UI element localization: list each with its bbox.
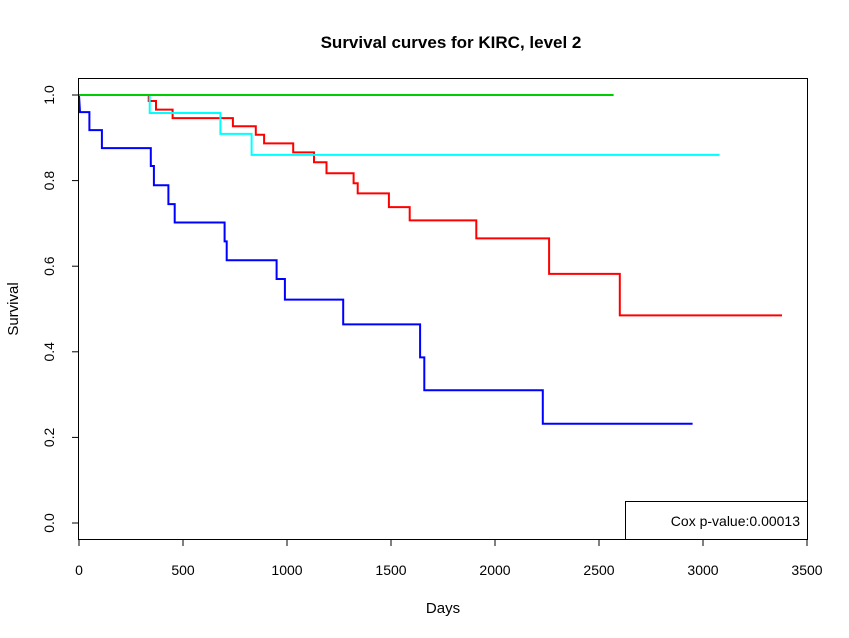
x-axis-label: Days: [426, 600, 460, 617]
survival-curve-1: [78, 94, 693, 425]
cox-p-value-label: Cox p-value:0.00013: [671, 513, 800, 529]
x-tick-label: 3500: [791, 562, 822, 578]
y-tick-label: 0.8: [41, 171, 57, 191]
legend-box: Cox p-value:0.00013: [625, 501, 808, 540]
x-tick-label: 2500: [583, 562, 614, 578]
series-layer: [78, 94, 782, 425]
y-tick-label: 0.0: [41, 513, 57, 533]
survival-curve-2: [79, 94, 782, 317]
y-axis-label: Survival: [5, 282, 22, 335]
survival-curve-3: [79, 94, 720, 156]
x-tick-label: 0: [75, 562, 83, 578]
x-tick-label: 500: [171, 562, 195, 578]
y-axis: 0.0 0.2 0.4 0.6 0.8 1.0: [41, 85, 79, 533]
y-tick-label: 1.0: [41, 85, 57, 105]
y-tick-label: 0.6: [41, 256, 57, 276]
x-tick-label: 1500: [375, 562, 406, 578]
x-tick-label: 1000: [271, 562, 302, 578]
y-tick-label: 0.4: [41, 342, 57, 362]
plot-frame: [78, 78, 808, 540]
x-tick-label: 2000: [479, 562, 510, 578]
x-axis: 0 500 1000 1500 2000 2500 3000 3500: [75, 539, 823, 578]
y-tick-label: 0.2: [41, 427, 57, 447]
legend-frame: [625, 501, 808, 540]
x-tick-label: 3000: [687, 562, 718, 578]
chart-title: Survival curves for KIRC, level 2: [321, 33, 582, 52]
